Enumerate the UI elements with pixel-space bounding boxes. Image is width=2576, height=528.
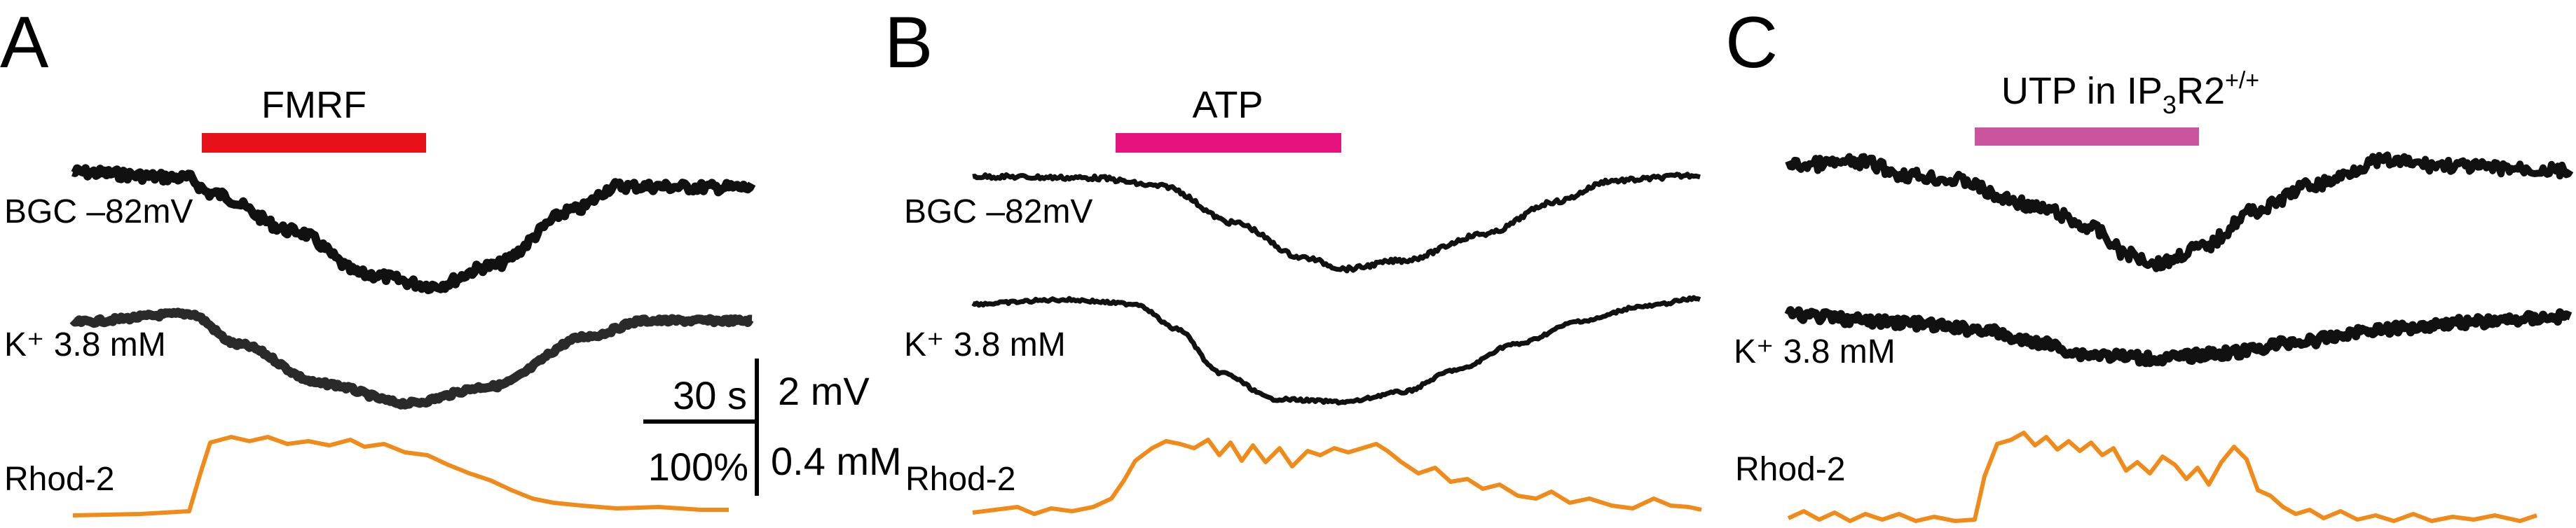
rhod2-trace	[972, 438, 1702, 516]
scale-time-label: 30 s	[673, 373, 747, 417]
panel-letter-c: C	[1725, 2, 1778, 83]
potassium-trace	[971, 295, 1701, 406]
stimulus-label-utp: UTP in IP3R2+/+	[2001, 67, 2259, 119]
potassium-trace	[1784, 306, 2572, 368]
panel-letter-b: B	[884, 2, 933, 83]
rhod2-trace	[72, 435, 729, 517]
scale-concentration-label: 0.4 mM	[771, 439, 902, 483]
scale-bar: 30 s 2 mV 100% 0.4 mM	[643, 359, 902, 496]
potassium-label: K⁺ 3.8 mM	[4, 326, 166, 363]
bgc-membrane-trace	[71, 164, 756, 295]
scale-voltage-label: 2 mV	[778, 369, 870, 413]
bgc-membrane-trace	[972, 172, 1701, 274]
rhod2-label: Rhod-2	[4, 461, 114, 498]
bgc-label: BGC –82mV	[4, 193, 193, 230]
panel-a: A FMRF BGC –82mV K⁺ 3.8 mM Rhod-2	[0, 2, 756, 517]
stimulus-bar-utp	[1975, 127, 2199, 146]
panel-letter-a: A	[0, 2, 49, 83]
stimulus-bar-fmrf	[202, 133, 426, 153]
rhod2-label: Rhod-2	[1735, 451, 1845, 488]
rhod2-label: Rhod-2	[905, 461, 1015, 498]
potassium-trace	[69, 307, 755, 410]
panel-b: B ATP BGC –82mV K⁺ 3.8 mM Rhod-2	[884, 2, 1702, 516]
stimulus-label-fmrf: FMRF	[261, 84, 366, 126]
membrane-trace	[1785, 151, 2574, 272]
panel-c: C UTP in IP3R2+/+ K⁺ 3.8 mM Rhod-2	[1725, 2, 2574, 523]
rhod2-trace	[1787, 431, 2537, 523]
stimulus-label-atp: ATP	[1192, 84, 1263, 126]
scale-percent-label: 100%	[648, 445, 748, 489]
stimulus-bar-atp	[1116, 133, 1341, 153]
bgc-label: BGC –82mV	[904, 193, 1092, 230]
potassium-label: K⁺ 3.8 mM	[1734, 333, 1896, 370]
potassium-label: K⁺ 3.8 mM	[904, 326, 1066, 363]
